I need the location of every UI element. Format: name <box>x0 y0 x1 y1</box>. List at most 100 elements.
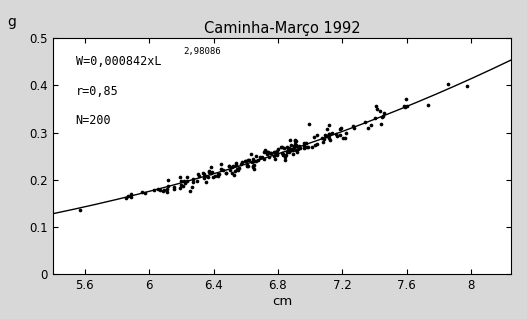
Point <box>400 104 408 109</box>
Point <box>141 191 149 196</box>
Point <box>159 189 167 194</box>
Point <box>293 150 301 155</box>
Point <box>285 150 293 155</box>
Point <box>254 158 262 163</box>
Point <box>249 157 257 162</box>
Point <box>335 126 344 131</box>
Point <box>207 170 215 175</box>
Point <box>232 162 240 167</box>
Point <box>227 165 236 170</box>
Point <box>260 157 269 162</box>
Point <box>333 133 341 138</box>
Point <box>287 147 295 152</box>
Point <box>379 113 387 118</box>
Point <box>278 150 287 155</box>
Point <box>260 150 269 155</box>
Point <box>162 189 171 194</box>
Point <box>278 152 287 157</box>
Point <box>336 132 344 137</box>
Point <box>222 170 230 175</box>
Point <box>377 122 385 127</box>
Point <box>325 135 333 140</box>
Point <box>177 182 185 187</box>
Point <box>424 102 433 107</box>
Point <box>321 132 330 137</box>
Point <box>176 185 184 190</box>
Point <box>149 187 158 192</box>
Point <box>272 151 280 156</box>
Point <box>376 109 384 114</box>
Point <box>181 180 190 185</box>
Point <box>296 146 304 151</box>
Point <box>256 155 264 160</box>
Point <box>249 166 258 171</box>
Point <box>189 177 197 182</box>
Point <box>281 154 290 160</box>
Title: Caminha-Março 1992: Caminha-Março 1992 <box>203 21 360 36</box>
Point <box>217 161 225 166</box>
Point <box>289 144 298 149</box>
Point <box>124 194 132 199</box>
Point <box>277 145 285 150</box>
Point <box>371 115 379 121</box>
Point <box>217 166 225 171</box>
Point <box>232 166 241 171</box>
Point <box>444 81 452 86</box>
Point <box>263 152 271 157</box>
Point <box>232 160 240 165</box>
Point <box>205 168 213 173</box>
Point <box>264 150 272 155</box>
Point <box>252 153 260 158</box>
Point <box>290 141 299 146</box>
Point <box>179 179 188 184</box>
Point <box>263 150 271 155</box>
Point <box>287 143 296 148</box>
Point <box>219 168 227 173</box>
Point <box>332 132 340 137</box>
Point <box>328 130 336 135</box>
Point <box>232 163 240 168</box>
Point <box>285 146 293 152</box>
Point <box>308 144 317 149</box>
Point <box>266 150 275 155</box>
Point <box>215 172 223 177</box>
Point <box>323 127 331 132</box>
Text: W=0,000842xL: W=0,000842xL <box>76 55 161 68</box>
Point <box>283 144 291 149</box>
Point <box>284 145 292 151</box>
Point <box>231 168 239 173</box>
Point <box>242 158 250 163</box>
Point <box>317 136 326 141</box>
Point <box>403 104 412 109</box>
Point <box>288 147 296 152</box>
X-axis label: cm: cm <box>272 295 292 308</box>
Point <box>291 142 300 147</box>
Point <box>342 131 350 136</box>
Point <box>290 144 298 149</box>
Point <box>279 152 287 157</box>
Point <box>241 159 249 164</box>
Point <box>313 142 321 147</box>
Point <box>201 174 210 179</box>
Point <box>325 132 333 137</box>
Point <box>226 168 235 173</box>
Point <box>127 194 135 199</box>
Point <box>286 137 294 143</box>
Point <box>225 164 233 169</box>
Point <box>183 174 191 180</box>
Point <box>243 164 252 169</box>
Point <box>156 188 164 193</box>
Point <box>267 150 275 155</box>
Point <box>207 164 216 169</box>
Point <box>192 179 201 184</box>
Point <box>310 134 318 139</box>
Point <box>163 184 172 189</box>
Point <box>170 187 179 192</box>
Point <box>229 172 238 177</box>
Point <box>188 184 197 189</box>
Point <box>249 162 258 167</box>
Point <box>282 152 290 157</box>
Text: g: g <box>7 15 16 29</box>
Point <box>340 136 349 141</box>
Point <box>291 139 299 144</box>
